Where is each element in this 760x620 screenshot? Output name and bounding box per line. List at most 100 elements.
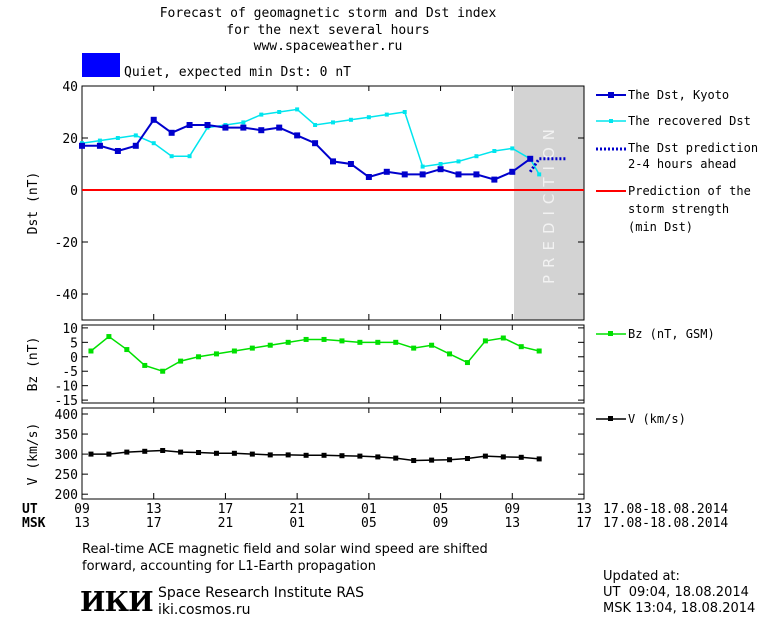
- dst-kyoto-point: [365, 174, 372, 180]
- bz-point: [500, 335, 506, 341]
- footer-note-line2: forward, accounting for L1-Earth propaga…: [82, 559, 376, 574]
- recovered-dst-point: [313, 123, 318, 127]
- v-point: [160, 447, 166, 453]
- bz-point: [357, 339, 363, 345]
- legend-dst-label: The Dst, Kyoto: [628, 88, 729, 102]
- dst-kyoto-point: [437, 166, 444, 173]
- recovered-dst-point: [115, 136, 120, 140]
- ut-tick-label: 01: [361, 502, 377, 517]
- recovered-dst-point: [474, 154, 479, 159]
- dst-kyoto-point: [294, 132, 301, 139]
- bz-point: [267, 342, 273, 348]
- bz-point: [231, 348, 237, 354]
- v-point: [393, 455, 399, 461]
- bz-point: [160, 368, 166, 374]
- msk-tick-label: 13: [74, 516, 90, 531]
- bz-line: [90, 335, 540, 373]
- chart-title-line2: for the next several hours: [226, 23, 430, 38]
- dst-kyoto-point: [509, 168, 516, 175]
- dst-kyoto-point: [168, 129, 175, 136]
- v-point: [500, 454, 506, 460]
- status-color-swatch: [82, 53, 120, 77]
- v-point: [375, 454, 381, 460]
- v-point: [321, 452, 327, 458]
- v-point: [429, 457, 435, 463]
- source-url: www.spaceweather.ru: [254, 39, 403, 54]
- bz-point: [518, 344, 524, 350]
- v-ytick-label: 350: [55, 428, 78, 443]
- dst-prediction-line: [528, 157, 567, 173]
- msk-tick-label: 17: [146, 516, 162, 531]
- bz-point: [393, 339, 399, 345]
- recovered-dst-point: [384, 112, 389, 117]
- dst-kyoto-point: [455, 171, 462, 178]
- v-point: [213, 450, 219, 456]
- legend-recovered-label: The recovered Dst: [628, 114, 751, 128]
- bz-point: [124, 347, 130, 353]
- bz-ytick-label: 5: [70, 336, 78, 351]
- recovered-dst-point: [402, 110, 407, 114]
- msk-date-range: 17.08-18.08.2014: [603, 516, 728, 531]
- bz-plot-frame: [81, 324, 585, 404]
- ut-tick-label: 21: [289, 502, 305, 517]
- footer-note-line1: Real-time ACE magnetic field and solar w…: [82, 542, 488, 557]
- v-point: [231, 450, 237, 456]
- ut-date-range: 17.08-18.08.2014: [603, 502, 728, 517]
- dst-kyoto-point: [330, 158, 336, 165]
- legend-storm-label-1: Prediction of the: [628, 184, 751, 198]
- v-ytick-label: 200: [55, 488, 78, 503]
- v-ytick-label: 250: [55, 468, 78, 483]
- v-point: [285, 452, 291, 458]
- bz-point: [213, 351, 219, 357]
- bz-point: [447, 351, 453, 357]
- bz-ytick-label: -15: [55, 394, 78, 409]
- dst-kyoto-point: [473, 171, 480, 178]
- dst-kyoto-point: [222, 124, 229, 131]
- v-point: [106, 451, 112, 457]
- dst-kyoto-point: [258, 127, 265, 134]
- recovered-dst-point: [151, 141, 156, 146]
- legend-storm-label-3: (min Dst): [628, 220, 693, 234]
- msk-tick-label: 09: [433, 516, 449, 531]
- dst-ytick-label: -20: [55, 236, 78, 251]
- msk-tick-label: 17: [576, 516, 592, 531]
- dst-kyoto-point: [204, 122, 211, 128]
- bz-point: [196, 354, 202, 360]
- recovered-dst-point: [420, 164, 425, 169]
- dst-kyoto-point: [491, 176, 498, 183]
- recovered-dst-point: [97, 138, 102, 143]
- legend-v-marker: [608, 416, 613, 421]
- bz-ytick-label: -5: [62, 365, 78, 380]
- recovered-dst-point: [187, 154, 192, 159]
- dst-kyoto-line: [82, 118, 531, 181]
- bz-point: [249, 345, 255, 351]
- ut-tick-label: 13: [146, 502, 162, 517]
- bz-point: [339, 338, 345, 344]
- bz-point: [285, 339, 291, 345]
- legend-v-label: V (km/s): [628, 412, 686, 426]
- v-point: [88, 451, 94, 457]
- bz-point: [106, 334, 112, 340]
- recovered-dst-point: [456, 159, 461, 164]
- recovered-dst-point: [510, 146, 515, 151]
- legend-prediction-label-1: The Dst prediction: [628, 141, 758, 155]
- msk-tick-label: 13: [504, 516, 520, 531]
- legend-bz-label: Bz (nT, GSM): [628, 327, 715, 341]
- dst-ytick-label: 0: [70, 184, 78, 199]
- legend-prediction-label-2: 2-4 hours ahead: [628, 157, 736, 171]
- legend-storm-label-2: storm strength: [628, 202, 729, 216]
- dst-kyoto-point: [312, 140, 319, 147]
- v-point: [536, 456, 542, 462]
- dst-kyoto-point: [114, 148, 121, 154]
- dst-panel: PREDICTION 40 20 0 -20 -40 Dst (nT): [26, 80, 585, 321]
- dst-ytick-label: -40: [55, 288, 78, 303]
- v-plot-frame: [81, 407, 585, 500]
- msk-tick-label: 01: [289, 516, 305, 531]
- bz-point: [321, 336, 327, 342]
- v-point: [357, 453, 363, 459]
- v-point: [178, 449, 184, 455]
- status-text: Quiet, expected min Dst: 0 nT: [124, 65, 351, 80]
- dst-kyoto-point: [527, 155, 534, 162]
